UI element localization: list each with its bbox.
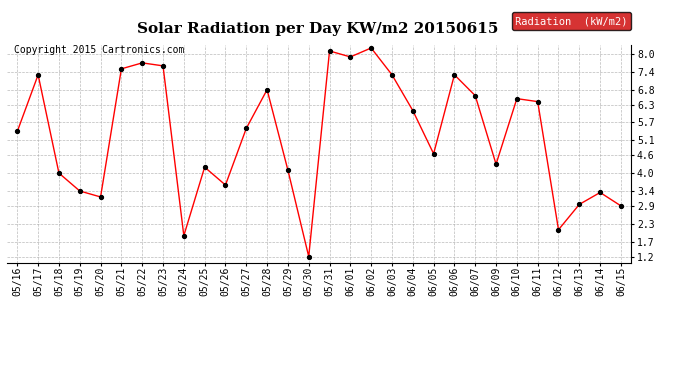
Legend: Radiation  (kW/m2): Radiation (kW/m2) (511, 12, 631, 30)
Text: Solar Radiation per Day KW/m2 20150615: Solar Radiation per Day KW/m2 20150615 (137, 22, 498, 36)
Text: Copyright 2015 Cartronics.com: Copyright 2015 Cartronics.com (14, 45, 184, 55)
